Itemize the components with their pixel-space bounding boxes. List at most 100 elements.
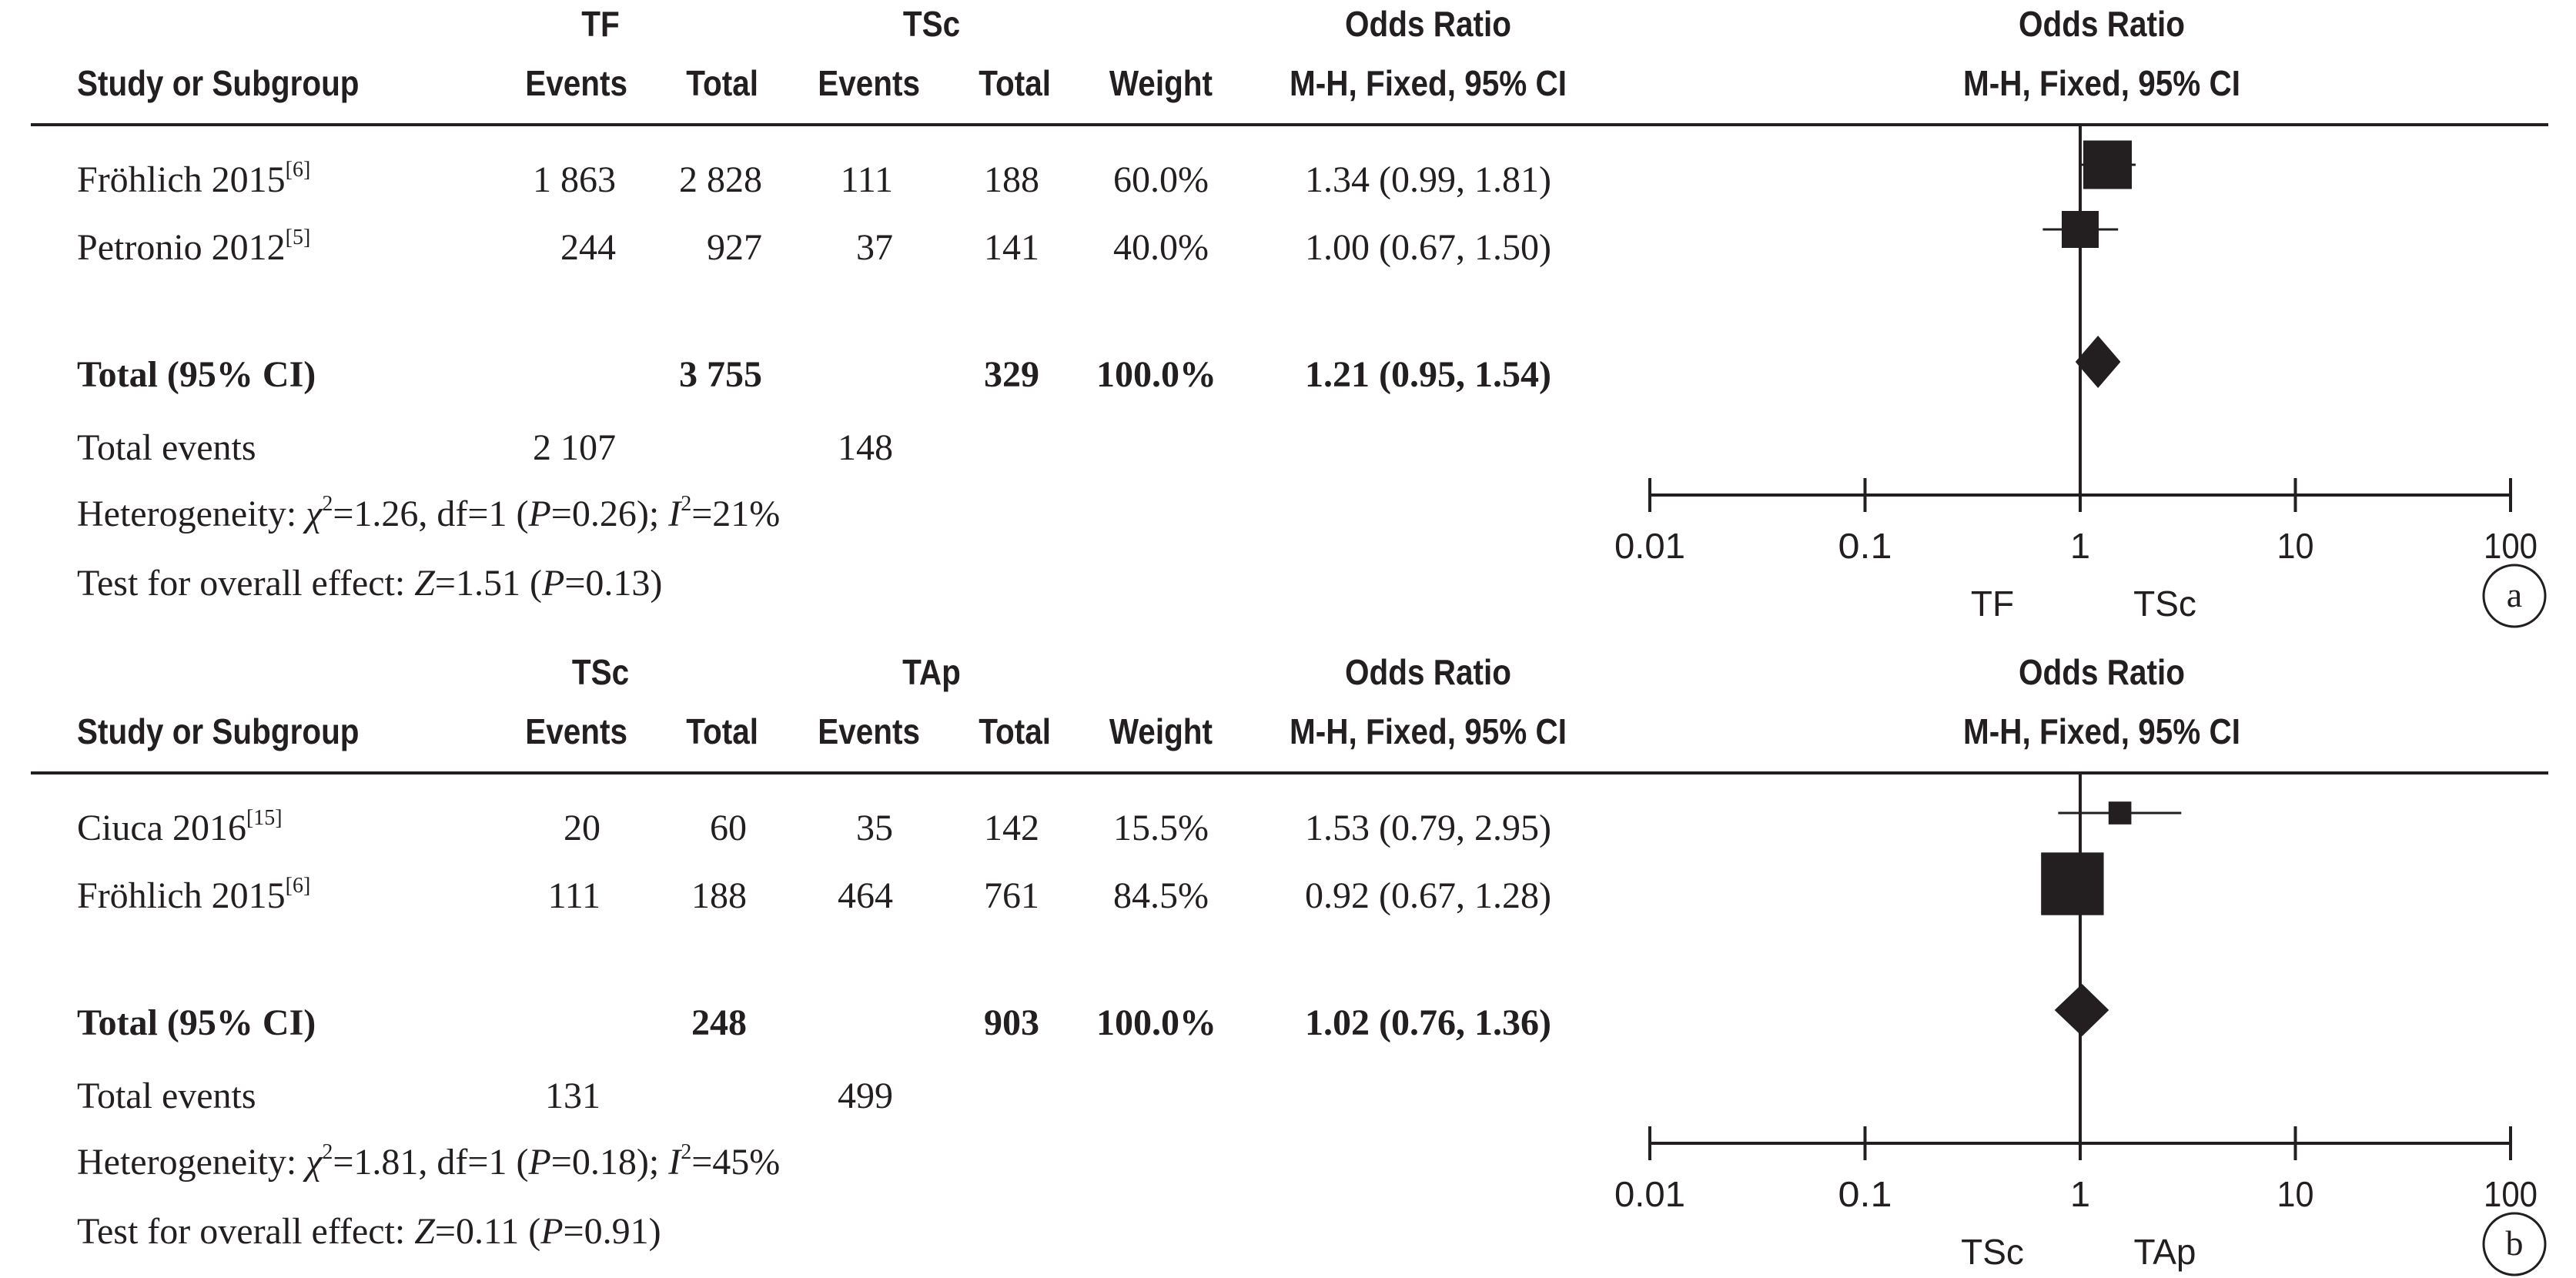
x-tick-label: 1 (2070, 526, 2090, 566)
pooled-diamond (2054, 984, 2109, 1036)
g1-total-events: 131 (545, 1076, 601, 1116)
or-ci-cell: 1.34 (0.99, 1.81) (1305, 159, 1551, 200)
total-weight: 100.0% (1096, 354, 1216, 395)
g1-total-cell: 188 (691, 875, 747, 916)
col-g1-events-header: Events (525, 63, 627, 103)
g2-total-cell: 188 (984, 159, 1039, 200)
panel-badge (2482, 1212, 2547, 1276)
col-g2-total-header: Total (979, 63, 1051, 103)
weight-cell: 40.0% (1113, 227, 1209, 268)
forest-plot-graphic: 0.01 0.1 1 10 100 TF TSc a (1614, 125, 2547, 628)
g1-total-events: 2 107 (533, 427, 616, 468)
panel-badge-label: b (2506, 1223, 2524, 1263)
heterogeneity-text: Heterogeneity: χ2=1.81, df=1 (P=0.18); I… (77, 1140, 781, 1183)
study-name: Fröhlich 2015[6] (77, 158, 311, 200)
group1-header: TF (581, 4, 620, 44)
study-square (2041, 852, 2104, 915)
g1-total-cell: 60 (710, 808, 747, 848)
total-or-ci: 1.02 (0.76, 1.36) (1305, 1002, 1551, 1043)
or-ci-cell: 1.53 (0.79, 2.95) (1305, 808, 1551, 848)
g2-total-sum: 903 (984, 1002, 1039, 1043)
weight-cell: 84.5% (1113, 875, 1209, 916)
total-weight: 100.0% (1096, 1002, 1216, 1043)
g1-total-cell: 927 (707, 227, 762, 268)
study-square (2083, 140, 2133, 189)
heterogeneity-text: Heterogeneity: χ2=1.26, df=1 (P=0.26); I… (77, 492, 781, 534)
x-tick-label: 100 (2484, 1174, 2538, 1214)
total-label: Total (95% CI) (77, 354, 316, 395)
forest-plot-panel-a: TF TSc Odds Ratio Odds Ratio Study or Su… (31, 4, 2548, 628)
weight-cell: 60.0% (1113, 159, 1209, 200)
x-tick-label: 10 (2277, 526, 2314, 566)
favours-left-label: TSc (1961, 1232, 2024, 1272)
panel-badge-label: a (2507, 575, 2522, 614)
g2-total-sum: 329 (984, 354, 1039, 395)
group2-header: TAp (902, 652, 961, 692)
g1-events-cell: 244 (560, 227, 616, 268)
col-study-header: Study or Subgroup (77, 63, 360, 103)
panel-badge (2482, 564, 2547, 628)
g2-total-events: 148 (838, 427, 893, 468)
forest-plot-panel-b: TSc TAp Odds Ratio Odds Ratio Study or S… (0, 639, 2576, 1278)
or-ci-cell: 0.92 (0.67, 1.28) (1305, 875, 1551, 916)
g2-events-cell: 464 (838, 875, 893, 916)
col-weight-header: Weight (1109, 711, 1213, 751)
x-tick-label: 100 (2484, 526, 2538, 566)
study-square (2062, 211, 2099, 248)
col-g1-total-header: Total (686, 711, 758, 751)
favours-left-label: TF (1971, 584, 2014, 624)
col-g2-total-header: Total (979, 711, 1051, 751)
weight-cell: 15.5% (1113, 808, 1209, 848)
forest-plot-graphic: 0.01 0.1 1 10 100 TSc TAp b (1614, 773, 2547, 1276)
col-g1-events-header: Events (525, 711, 627, 751)
study-name: Petronio 2012[5] (77, 226, 311, 268)
x-tick-label: 0.1 (1838, 1174, 1892, 1214)
total-events-label: Total events (77, 1076, 256, 1116)
x-tick-label: 0.01 (1614, 526, 1685, 566)
g1-total-cell: 2 828 (679, 159, 762, 200)
col-g2-events-header: Events (818, 63, 920, 103)
pooled-diamond (2075, 336, 2121, 388)
g2-total-cell: 142 (984, 808, 1039, 848)
or-plot-title: Odds Ratio (2019, 652, 2185, 692)
overall-effect-text: Test for overall effect: Z=1.51 (P=0.13) (77, 563, 663, 604)
g2-total-cell: 761 (984, 875, 1039, 916)
col-weight-header: Weight (1109, 63, 1213, 103)
total-or-ci: 1.21 (0.95, 1.54) (1305, 354, 1551, 395)
g1-events-cell: 111 (547, 875, 601, 916)
study-name: Fröhlich 2015[6] (77, 874, 311, 916)
x-tick-label: 0.01 (1614, 1174, 1685, 1214)
overall-effect-text: Test for overall effect: Z=0.11 (P=0.91) (77, 1211, 661, 1252)
study-name: Ciuca 2016[15] (77, 806, 283, 848)
col-g1-total-header: Total (686, 63, 758, 103)
or-plot-method: M-H, Fixed, 95% CI (1963, 711, 2240, 751)
col-study-header: Study or Subgroup (77, 711, 360, 751)
g1-events-cell: 20 (564, 808, 601, 848)
x-tick-label: 1 (2070, 1174, 2090, 1214)
or-table-method: M-H, Fixed, 95% CI (1290, 711, 1567, 751)
or-table-method: M-H, Fixed, 95% CI (1290, 63, 1567, 103)
or-ci-cell: 1.00 (0.67, 1.50) (1305, 227, 1551, 268)
total-label: Total (95% CI) (77, 1002, 316, 1043)
g2-total-cell: 141 (984, 227, 1039, 268)
g1-events-cell: 1 863 (533, 159, 616, 200)
g2-total-events: 499 (838, 1076, 893, 1116)
total-events-label: Total events (77, 427, 256, 468)
favours-right-label: TAp (2134, 1232, 2196, 1272)
header-rule (31, 771, 2548, 774)
study-square (2108, 801, 2132, 825)
or-table-title: Odds Ratio (1345, 4, 1511, 44)
col-g2-events-header: Events (818, 711, 920, 751)
header-rule (31, 123, 2548, 126)
x-tick-label: 10 (2277, 1174, 2314, 1214)
g2-events-cell: 111 (840, 159, 893, 200)
or-table-title: Odds Ratio (1345, 652, 1511, 692)
favours-right-label: TSc (2133, 584, 2196, 624)
x-tick-label: 0.1 (1838, 526, 1892, 566)
g1-total-sum: 248 (691, 1002, 747, 1043)
or-plot-title: Odds Ratio (2019, 4, 2185, 44)
g2-events-cell: 35 (856, 808, 893, 848)
group1-header: TSc (571, 652, 630, 692)
or-plot-method: M-H, Fixed, 95% CI (1963, 63, 2240, 103)
g1-total-sum: 3 755 (679, 354, 762, 395)
